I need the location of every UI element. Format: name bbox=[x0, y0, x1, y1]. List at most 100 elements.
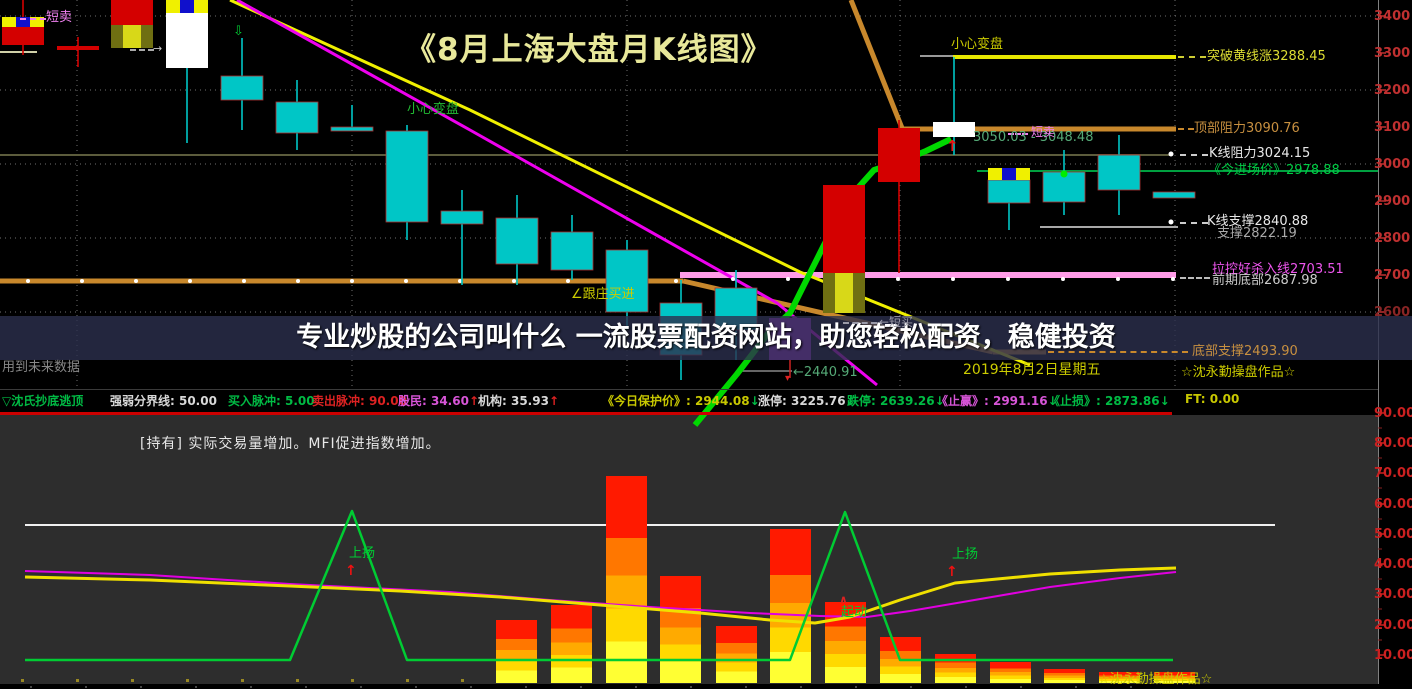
candlestick bbox=[1152, 191, 1196, 199]
candlestick bbox=[2, 27, 44, 45]
label-short-sell-right: 短卖 bbox=[1031, 125, 1056, 139]
label-upward-2: 上扬 bbox=[952, 547, 979, 562]
strip-dot bbox=[965, 686, 967, 688]
strip-dot bbox=[195, 686, 197, 688]
marker-dot bbox=[896, 277, 900, 281]
value-axis-label: 30.00 bbox=[1374, 587, 1412, 602]
value-axis-label: 60.00 bbox=[1374, 497, 1412, 512]
value-axis-label: 40.00 bbox=[1374, 557, 1412, 572]
strip-dot bbox=[855, 686, 857, 688]
status-segment: 《止损》: 2873.86 bbox=[1048, 394, 1160, 408]
panel-tick bbox=[186, 679, 189, 682]
dash-breakout bbox=[1178, 56, 1206, 58]
label-date: 2019年8月2日星期五 bbox=[963, 362, 1101, 378]
value-axis-label: 70.00 bbox=[1374, 466, 1412, 481]
dash-top-resistance bbox=[1178, 128, 1194, 130]
tan-top-diagonal bbox=[848, 0, 905, 129]
strip-dot bbox=[1075, 686, 1077, 688]
panel-tick bbox=[296, 679, 299, 682]
dash-kline-support bbox=[1180, 222, 1208, 224]
label-future-data: 用到未来数据 bbox=[2, 360, 81, 375]
strip-dot bbox=[85, 686, 87, 688]
strip-dot bbox=[360, 686, 362, 688]
candlestick bbox=[823, 185, 865, 273]
marker-dot bbox=[404, 279, 408, 283]
value-axis-label: 90.00 bbox=[1374, 406, 1412, 421]
label-entry-price: 《今进场价》2978.88 bbox=[1208, 163, 1340, 178]
mark-red-2440: ▾ bbox=[785, 373, 791, 384]
strip-dot bbox=[470, 686, 472, 688]
dash-white-candle bbox=[130, 49, 154, 51]
marker-dot bbox=[1006, 277, 1010, 281]
label-kline-resistance: K线阻力3024.15 bbox=[1209, 146, 1311, 161]
label-caution-green: 小心变盘 bbox=[407, 102, 460, 117]
status-item-1: 强弱分界线: 50.00 bbox=[110, 392, 217, 409]
label-kline-support: K线支撑2840.88 bbox=[1207, 214, 1309, 229]
panel-tick bbox=[21, 679, 24, 682]
volume-bar bbox=[551, 605, 592, 683]
label-upward-1: 上扬 bbox=[349, 546, 376, 561]
label-bullet-dot bbox=[1168, 151, 1174, 157]
panel-tick bbox=[351, 679, 354, 682]
price-axis-label: 3100 bbox=[1374, 120, 1411, 135]
label-low-2440: ←2440.91 bbox=[793, 365, 858, 380]
volume-bar bbox=[935, 654, 976, 683]
marker-dot bbox=[1171, 277, 1175, 281]
candle-flag-stripe bbox=[1016, 168, 1030, 180]
status-item-6: 《今日保护价》: 2944.08↓ bbox=[602, 392, 760, 409]
arrow-up-1: ↑ bbox=[345, 563, 357, 579]
label-prior-bottom: 前期底部2687.98 bbox=[1212, 273, 1318, 288]
strip-dot bbox=[525, 686, 527, 688]
candle-flag-stripe bbox=[166, 0, 180, 13]
arrow-red-up: ↑ bbox=[946, 137, 959, 155]
marker-dot bbox=[1061, 277, 1065, 281]
candle-flag-stripe bbox=[988, 168, 1002, 180]
volume-bar bbox=[990, 662, 1031, 683]
candlestick bbox=[878, 128, 920, 182]
strip-dot bbox=[800, 686, 802, 688]
label-top-resistance: 顶部阻力3090.76 bbox=[1194, 121, 1300, 136]
status-segment: ↓ bbox=[1047, 394, 1058, 408]
label-bullet-dot bbox=[1168, 219, 1174, 225]
status-segment: 《今日保护价》: 2944.08 bbox=[602, 394, 750, 408]
price-axis-label: 2700 bbox=[1374, 268, 1411, 283]
marker-dot bbox=[26, 279, 30, 283]
volume-bar bbox=[1154, 672, 1195, 683]
marker-dot bbox=[458, 279, 462, 283]
volume-bar bbox=[716, 626, 757, 683]
price-axis-label: 3400 bbox=[1374, 9, 1411, 24]
status-item-3: 卖出脉冲: 90.00 bbox=[312, 392, 407, 409]
value-axis-label: 10.00 bbox=[1374, 648, 1412, 663]
status-item-4: 股民: 34.60↑ bbox=[398, 392, 479, 409]
label-follow-buy: ∠跟庄买进 bbox=[571, 287, 635, 302]
status-item-10: 《止损》: 2873.86↓ bbox=[1048, 392, 1170, 409]
candlestick bbox=[275, 101, 319, 134]
indicator-status-bar: ▽沈氏抄底逃顶 强弱分界线: 50.00 买入脉冲: 5.00 卖出脉冲: 90.00… bbox=[0, 390, 1412, 412]
status-segment: FT: 0.00 bbox=[1185, 392, 1240, 406]
price-axis-label: 3300 bbox=[1374, 46, 1411, 61]
strip-dot bbox=[1130, 686, 1132, 688]
candle-flag-stripe bbox=[194, 0, 208, 13]
marker-dot bbox=[134, 279, 138, 283]
dash-bottom-support bbox=[1048, 351, 1188, 353]
status-item-5: 机构: 35.93↑ bbox=[478, 392, 559, 409]
label-short-sell-left: 短卖 bbox=[46, 10, 73, 25]
label-price-pair: 3050.03 - 3048.48 bbox=[973, 130, 1094, 145]
status-item-0: ▽沈氏抄底逃顶 bbox=[2, 392, 83, 409]
marker-dot bbox=[674, 279, 678, 283]
label-banker-entry-line: 拉控好杀入线2703.51 bbox=[1212, 262, 1344, 277]
strip-dot bbox=[745, 686, 747, 688]
marker-dot bbox=[512, 279, 516, 283]
status-segment: 股民: 34.60 bbox=[398, 394, 469, 408]
status-segment: 卖出脉冲: 90.00 bbox=[312, 394, 407, 408]
status-segment: ↓ bbox=[1159, 394, 1170, 408]
candlestick bbox=[605, 249, 649, 313]
dash-prior-bottom bbox=[1180, 277, 1210, 279]
candlestick bbox=[57, 46, 99, 50]
arrow-up-2: ↑ bbox=[946, 564, 958, 580]
candlestick bbox=[550, 231, 594, 271]
strip-dot bbox=[635, 686, 637, 688]
strip-dot bbox=[910, 686, 912, 688]
marker-dot bbox=[350, 279, 354, 283]
price-axis-label: 3000 bbox=[1374, 157, 1411, 172]
